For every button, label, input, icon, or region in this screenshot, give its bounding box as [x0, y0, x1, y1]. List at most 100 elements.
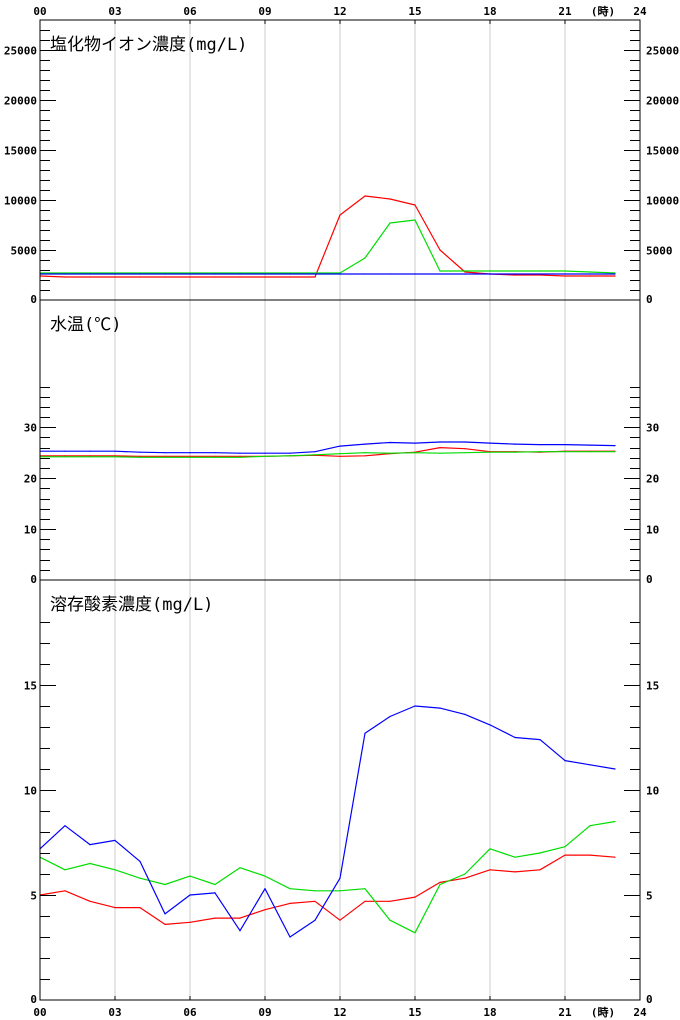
data-point: [514, 451, 516, 453]
data-point: [264, 272, 266, 274]
data-point: [264, 273, 266, 275]
data-point: [89, 276, 91, 278]
data-point: [189, 875, 191, 877]
series-line-1: [39, 195, 615, 278]
data-point: [289, 936, 291, 938]
data-point: [514, 736, 516, 739]
data-point: [189, 921, 191, 923]
data-point: [164, 455, 166, 457]
data-point: [139, 272, 141, 274]
data-point: [139, 456, 141, 458]
data-point: [89, 862, 91, 865]
x-tick-label-bottom: 24: [633, 1006, 647, 1019]
data-point: [589, 275, 591, 277]
data-point: [214, 272, 216, 274]
data-point: [139, 860, 141, 863]
data-point: [389, 715, 391, 718]
data-point: [139, 276, 141, 278]
series-line-1: [39, 854, 616, 926]
data-point: [64, 273, 66, 275]
data-point: [414, 219, 416, 221]
data-point: [139, 455, 141, 457]
y-tick-label-right: 5: [646, 890, 653, 903]
data-point: [214, 452, 216, 454]
data-point: [464, 448, 466, 450]
data-point: [439, 273, 441, 275]
data-point: [314, 890, 316, 892]
data-point: [114, 272, 116, 274]
data-point: [89, 450, 91, 452]
data-point: [264, 875, 266, 877]
y-tick-label-right: 15: [646, 680, 659, 693]
y-tick-label-right: 10000: [646, 195, 679, 208]
data-point: [164, 923, 166, 926]
data-point: [614, 451, 616, 453]
data-point: [339, 455, 341, 457]
data-point: [464, 873, 466, 875]
data-point: [239, 867, 241, 869]
data-point: [214, 455, 216, 457]
label-layer: 000003030606090912121515181821212424(時)(…: [4, 4, 679, 1019]
data-point: [264, 276, 266, 278]
x-tick-label-bottom: 21: [558, 1006, 572, 1019]
series-layer: [39, 195, 616, 938]
y-tick-label-right: 10: [646, 785, 659, 798]
data-point: [114, 455, 116, 457]
data-point: [314, 276, 316, 278]
data-point: [564, 444, 566, 446]
data-point: [239, 456, 241, 458]
data-point: [339, 890, 341, 892]
data-point: [114, 276, 116, 278]
x-tick-label-top: 18: [483, 5, 496, 18]
data-point: [439, 883, 441, 886]
series-line-2: [40, 451, 615, 458]
data-point: [464, 452, 466, 454]
data-point: [189, 894, 191, 896]
y-tick-label-left: 25000: [4, 45, 37, 58]
data-point: [564, 854, 566, 856]
data-point: [539, 869, 541, 871]
data-point: [464, 273, 466, 275]
data-point: [339, 273, 341, 275]
data-point: [589, 444, 591, 446]
data-point: [239, 273, 241, 275]
data-point: [239, 917, 241, 919]
series-line-2: [40, 219, 616, 274]
y-tick-label-left: 0: [30, 993, 37, 1006]
data-point: [564, 451, 566, 453]
data-point: [114, 273, 116, 275]
data-point: [539, 852, 541, 854]
data-point: [189, 456, 191, 458]
data-point: [264, 888, 266, 890]
data-point: [539, 270, 541, 272]
data-point: [464, 441, 466, 443]
x-tick-label-bottom: 15: [408, 1006, 421, 1019]
data-point: [289, 888, 291, 890]
data-point: [314, 454, 316, 456]
data-point: [339, 272, 341, 274]
data-point: [364, 900, 366, 902]
data-point: [164, 913, 166, 915]
data-point: [189, 276, 191, 278]
data-point: [314, 273, 316, 275]
data-point: [64, 825, 66, 827]
data-point: [614, 272, 616, 274]
data-point: [89, 456, 91, 458]
data-point: [314, 451, 316, 453]
data-point: [364, 273, 366, 275]
data-point: [239, 930, 241, 932]
y-tick-label-left: 10: [24, 524, 37, 537]
data-point: [64, 456, 66, 458]
data-point: [189, 273, 191, 275]
x-tick-label-bottom: 12: [333, 1006, 346, 1019]
data-point: [314, 272, 316, 274]
y-tick-label-right: 10: [646, 524, 659, 537]
data-point: [414, 442, 416, 444]
data-point: [114, 839, 116, 842]
data-point: [239, 276, 241, 278]
y-tick-label-left: 5: [30, 890, 37, 903]
data-point: [139, 907, 141, 909]
data-point: [364, 257, 366, 259]
data-point: [164, 456, 166, 458]
